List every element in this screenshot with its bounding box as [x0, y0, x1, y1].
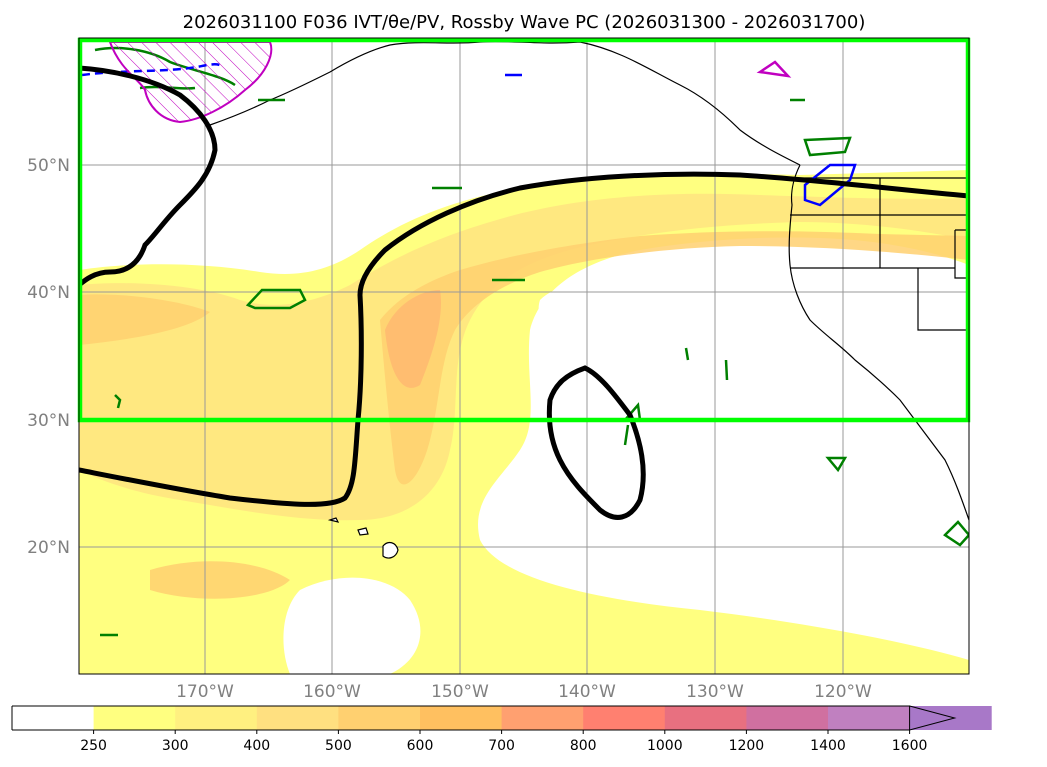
colorbar-segment	[420, 706, 503, 730]
colorbar-tick-label: 700	[488, 738, 515, 754]
colorbar-tick-label: 1000	[647, 738, 683, 754]
colorbar-tick-label: 400	[243, 738, 270, 754]
us-borders	[790, 177, 969, 331]
rossby-wave-contours	[79, 65, 969, 520]
hawaii	[327, 517, 399, 559]
ivt-fill-300	[79, 193, 969, 521]
colorbar-tick-label: 1200	[729, 738, 765, 754]
latitude-labels: 50°N 40°N 30°N 20°N	[27, 156, 70, 558]
lon-label-150w: 150°W	[431, 682, 489, 702]
map-frame	[78, 37, 970, 675]
colorbar-segment	[12, 706, 95, 730]
coastlines	[209, 40, 969, 559]
lon-label-170w: 170°W	[176, 682, 234, 702]
colorbar-tick-label: 500	[325, 738, 352, 754]
colorbar-outline	[11, 705, 910, 731]
colorbar-segment	[93, 706, 176, 730]
ivt-clear-south	[283, 577, 421, 674]
colorbar: 250 300 400 500 600 700 800 1000 1200 1400 1600	[11, 705, 992, 754]
lon-label-160w: 160°W	[303, 682, 361, 702]
ivt-fill-500	[385, 290, 441, 388]
colorbar-segment	[338, 706, 421, 730]
pv-hatch	[108, 41, 792, 124]
colorbar-segment	[583, 706, 666, 730]
longitude-labels: 170°W 160°W 150°W 140°W 130°W 120°W	[176, 682, 872, 702]
colorbar-tick-label: 1400	[810, 738, 846, 754]
colorbar-segment	[501, 706, 584, 730]
lat-label-50: 50°N	[27, 156, 70, 176]
ivt-clear-east	[520, 267, 969, 650]
colorbar-tick-label: 250	[80, 738, 107, 754]
rossby-contour-closed	[546, 365, 646, 520]
lon-label-140w: 140°W	[558, 682, 616, 702]
lat-label-20: 20°N	[27, 538, 70, 558]
colorbar-tick-label: 1600	[892, 738, 928, 754]
colorbar-tick-label: 300	[162, 738, 189, 754]
rossby-contour-west	[79, 65, 218, 287]
colorbar-tick-label: 800	[570, 738, 597, 754]
colorbar-extend-max	[909, 705, 957, 731]
colorbar-segment	[828, 706, 911, 730]
colorbar-segment	[664, 706, 747, 730]
rossby-contour-main	[79, 171, 969, 507]
na-west-coast	[788, 164, 969, 521]
colorbar-segment	[256, 706, 339, 730]
lon-label-120w: 120°W	[814, 682, 872, 702]
colorbar-tick-label: 600	[407, 738, 434, 754]
figure-title: 2026031100 F036 IVT/θe/PV, Rossby Wave P…	[183, 12, 866, 33]
colorbar-segment	[746, 706, 829, 730]
lon-label-130w: 130°W	[686, 682, 744, 702]
lat-label-40: 40°N	[27, 283, 70, 303]
lat-label-30: 30°N	[27, 411, 70, 431]
colorbar-segment	[175, 706, 258, 730]
gridlines	[79, 38, 969, 674]
map-panel	[77, 37, 971, 675]
region-highlight-box	[77, 37, 971, 423]
